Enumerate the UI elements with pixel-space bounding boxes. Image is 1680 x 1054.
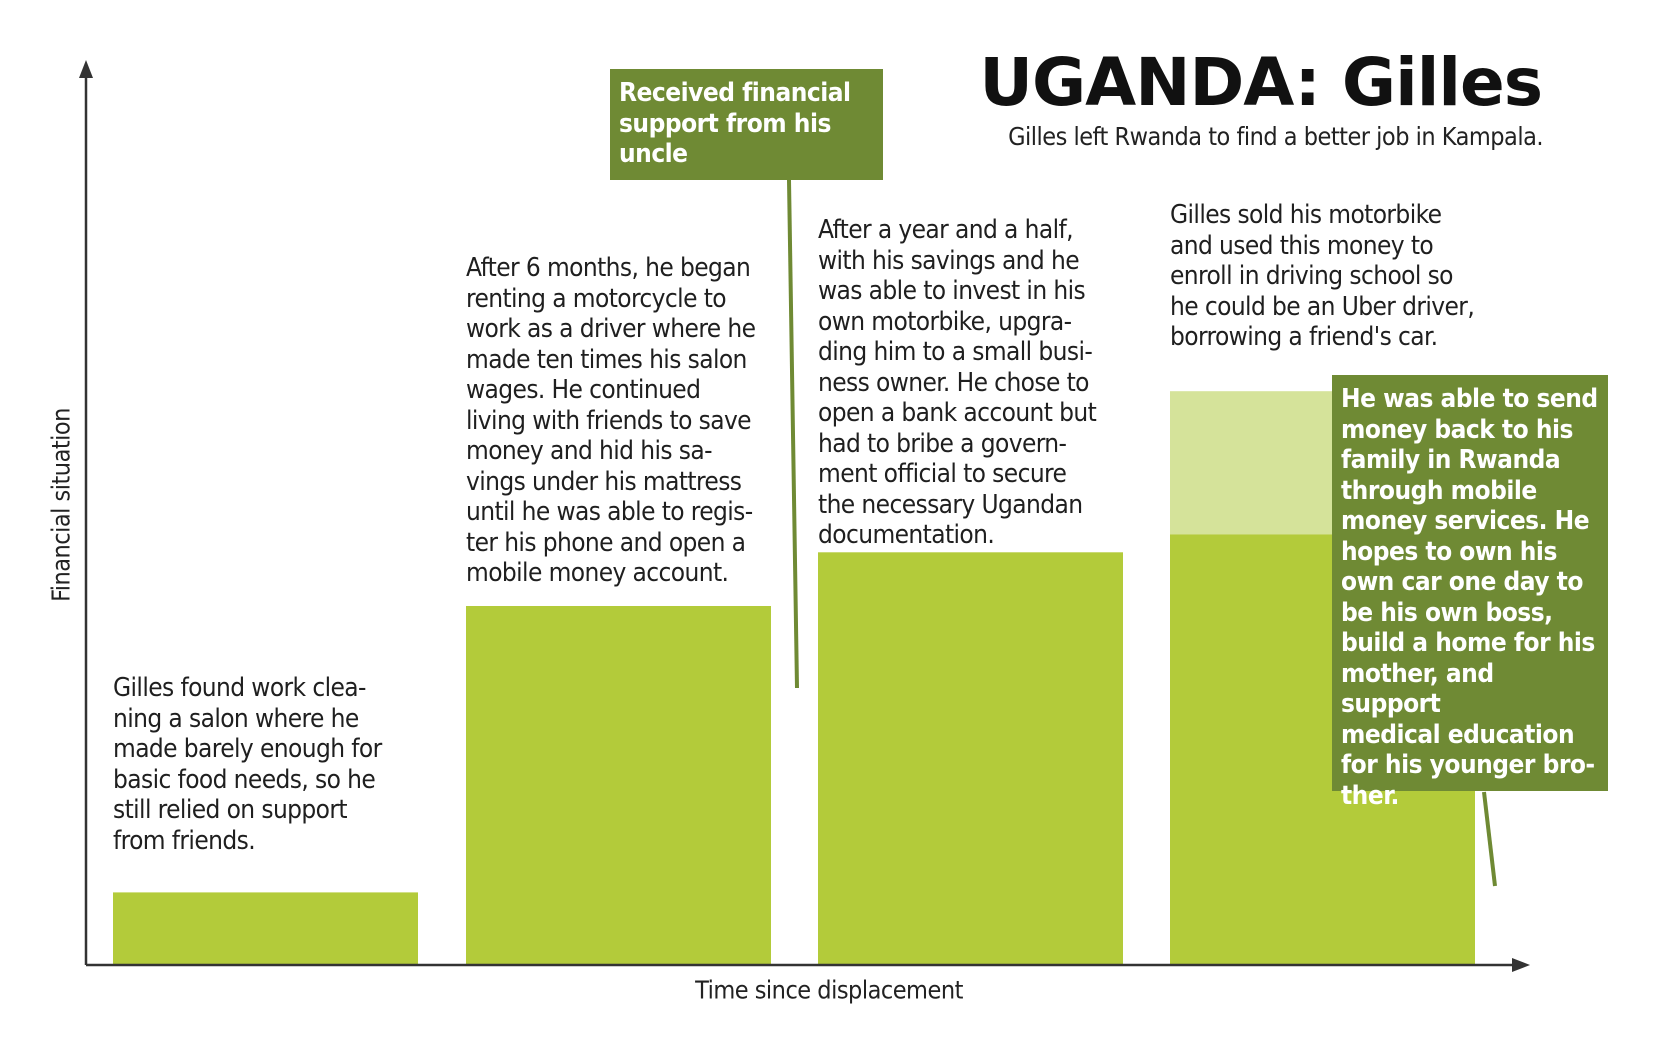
callout-leader-uncle [787, 179, 799, 689]
y-axis-label: Financial situation [46, 408, 76, 602]
page-subtitle: Gilles left Rwanda to find a better job … [1008, 122, 1543, 151]
note-stage-4: Gilles sold his motorbike and used this … [1170, 200, 1475, 352]
y-axis-arrow [79, 60, 93, 78]
bar-stage-2 [466, 606, 771, 964]
bar-stage-1 [113, 892, 418, 964]
bar-stage-3 [818, 552, 1123, 964]
callout-family-remittance: He was able to send money back to his fa… [1332, 375, 1608, 811]
page-title: UGANDA: Gilles [979, 44, 1543, 121]
note-stage-2: After 6 months, he began renting a motor… [466, 253, 756, 588]
callout-leaders [787, 179, 1497, 887]
x-axis-label: Time since displacement [695, 975, 963, 1005]
axes-group [79, 60, 1530, 972]
bars-group [113, 391, 1475, 964]
callout-uncle-support: Received financial support from his uncl… [610, 69, 883, 180]
note-stage-3: After a year and a half, with his saving… [818, 215, 1097, 550]
callout-leader-family [1482, 791, 1497, 887]
note-stage-1: Gilles found work clea- ning a salon whe… [113, 673, 382, 856]
x-axis-arrow [1512, 958, 1530, 972]
